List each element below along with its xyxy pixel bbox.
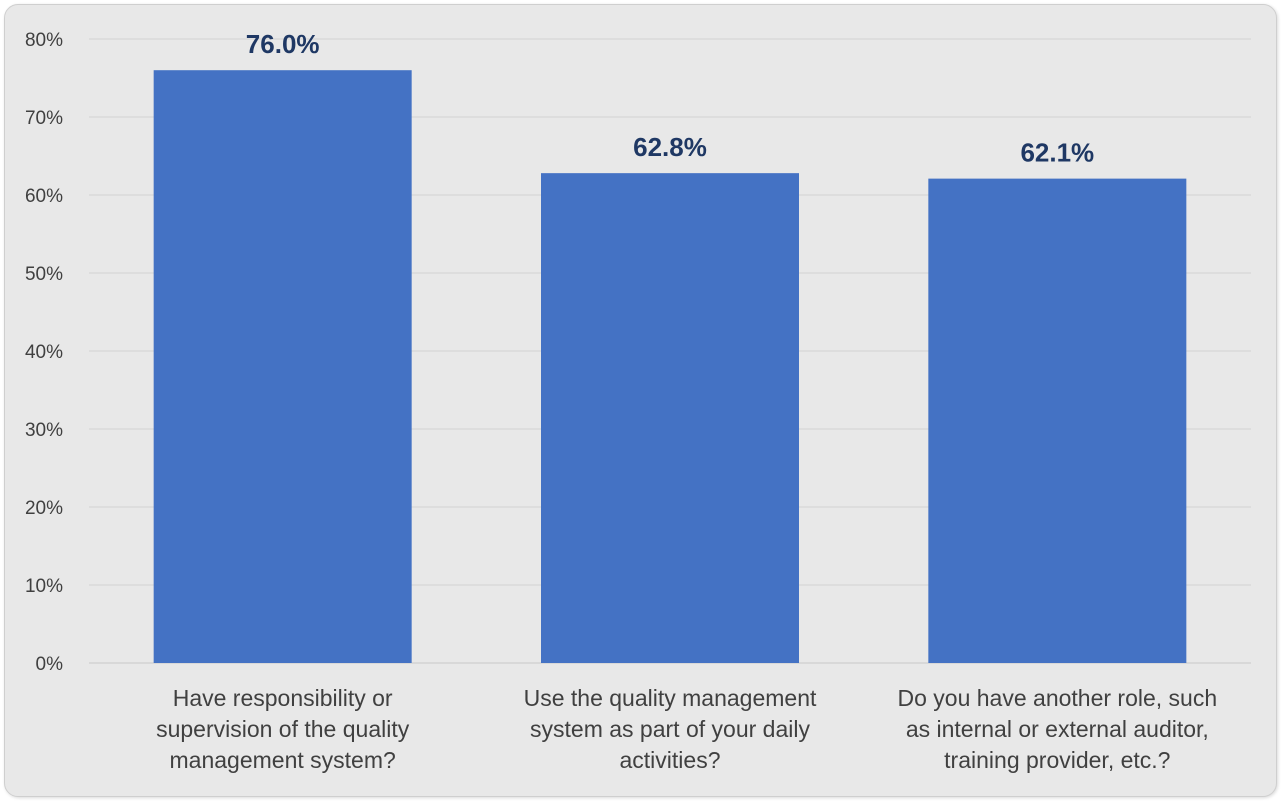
data-label: 62.8% xyxy=(633,132,707,162)
y-tick-label: 50% xyxy=(25,264,63,285)
bar xyxy=(541,173,799,663)
category-label-line: training provider, etc.? xyxy=(944,747,1170,773)
category-label-line: Use the quality management xyxy=(524,685,817,711)
data-label: 62.1% xyxy=(1020,138,1094,168)
category-label-line: supervision of the quality xyxy=(156,716,410,742)
category-label-line: Have responsibility or xyxy=(173,685,393,711)
y-axis-ticks: 0% 10% 20% 30% 40% 50% 60% 70% 80% xyxy=(25,30,63,675)
category-label-line: management system? xyxy=(170,747,396,773)
y-tick-label: 80% xyxy=(25,30,63,51)
category-label-line: activities? xyxy=(620,747,721,773)
bar-chart: 0% 10% 20% 30% 40% 50% 60% 70% 80% 76.0% 62.8% 62.… xyxy=(25,29,1251,773)
y-tick-label: 30% xyxy=(25,420,63,441)
y-tick-label: 0% xyxy=(36,654,64,675)
chart-frame: 0% 10% 20% 30% 40% 50% 60% 70% 80% 76.0% 62.8% 62.… xyxy=(4,4,1277,797)
category-label-line: Do you have another role, such xyxy=(898,685,1218,711)
category-label-line: system as part of your daily xyxy=(530,716,810,742)
bars xyxy=(153,70,1187,663)
data-label: 76.0% xyxy=(246,29,320,59)
category-label: Use the quality management system as part… xyxy=(524,685,817,773)
data-labels: 76.0% 62.8% 62.1% xyxy=(246,29,1094,167)
category-label: Have responsibility or supervision of the… xyxy=(156,685,410,773)
y-tick-label: 10% xyxy=(25,576,63,597)
category-label: Do you have another role, such as interna… xyxy=(898,685,1218,773)
y-tick-label: 40% xyxy=(25,342,63,363)
y-tick-label: 70% xyxy=(25,108,63,129)
bar xyxy=(928,178,1187,663)
y-tick-label: 60% xyxy=(25,186,63,207)
y-tick-label: 20% xyxy=(25,498,63,519)
x-axis-categories: Have responsibility or supervision of the… xyxy=(156,685,1217,773)
bar xyxy=(153,70,412,663)
category-label-line: as internal or external auditor, xyxy=(906,716,1209,742)
